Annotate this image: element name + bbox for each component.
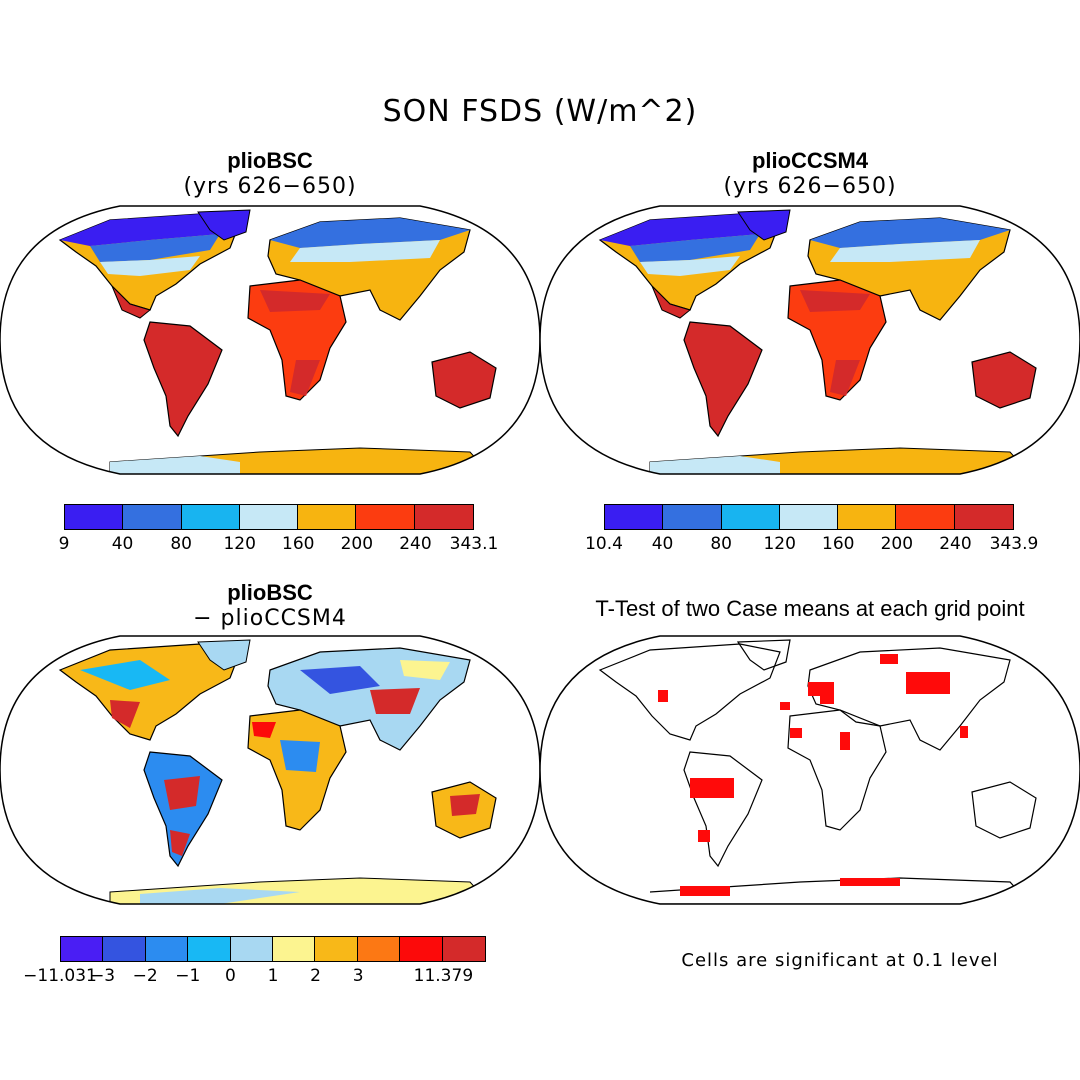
greenland [197, 209, 251, 241]
colorbar-tick-label: 160 [282, 534, 315, 554]
colorbar-tick-label: 2 [310, 966, 322, 986]
map-panel-3 [0, 635, 541, 905]
colorbar-swatch [414, 505, 473, 529]
colorbar-swatch [61, 937, 104, 961]
colorbar-swatch [298, 505, 357, 529]
colorbar-tick-label: −1 [175, 966, 201, 986]
south-america [143, 321, 223, 438]
colorbar-swatch [145, 937, 189, 961]
colorbar-swatch [272, 937, 316, 961]
colorbar-swatch [663, 505, 722, 529]
colorbar-panel-1 [64, 504, 474, 530]
figure-title: SON FSDS (W/m^2) [382, 94, 698, 129]
colorbar-tick-label: 40 [651, 534, 674, 554]
colorbar-swatch [357, 937, 401, 961]
colorbar-swatch [230, 937, 273, 961]
colorbar-swatch [400, 937, 443, 961]
colorbar-tick-label: 40 [111, 534, 134, 554]
significance-note: Cells are significant at 0.1 level [681, 950, 999, 971]
colorbar-tick-label: 200 [340, 534, 374, 554]
colorbar-tick-label: 240 [399, 534, 432, 554]
colorbar-panel-2 [604, 504, 1014, 530]
colorbar-swatch [954, 505, 1013, 529]
colorbar-tick-label: 0 [224, 966, 236, 986]
colorbar-swatch [442, 937, 485, 961]
panel-3-subtitle: − plioCCSM4 [193, 606, 347, 631]
colorbar-panel-3 [60, 936, 486, 962]
colorbar-swatch [779, 505, 839, 529]
map-panel-1 [0, 205, 541, 475]
significant-cells [658, 654, 968, 896]
colorbar-swatch [896, 505, 955, 529]
colorbar-tick-label: 80 [710, 534, 732, 554]
colorbar-swatch [123, 505, 182, 529]
colorbar-tick-label: 343.9 [989, 534, 1039, 554]
colorbar-tick-label: 120 [763, 534, 796, 554]
colorbar-swatch [356, 505, 415, 529]
colorbar-swatch [181, 505, 240, 529]
colorbar-tick-label: −11.031 [23, 966, 97, 986]
panel-2-title: plioCCSM4 [751, 148, 869, 173]
colorbar-tick-label: 80 [170, 534, 192, 554]
colorbar-tick-label: −2 [132, 966, 158, 986]
panel-1-subtitle: (yrs 626−650) [183, 174, 357, 199]
colorbar-tick-label: 200 [880, 534, 914, 554]
colorbar-tick-label: 3 [352, 966, 364, 986]
map-panel-2 [539, 205, 1080, 475]
panel-2-subtitle: (yrs 626−650) [723, 174, 897, 199]
colorbar-swatch [721, 505, 780, 529]
australia [431, 351, 497, 409]
colorbar-swatch [838, 505, 897, 529]
colorbar-swatch [315, 937, 358, 961]
colorbar-tick-label: 343.1 [449, 534, 499, 554]
colorbar-swatch [239, 505, 299, 529]
colorbar-tick-label: 240 [939, 534, 972, 554]
colorbar-tick-label: 120 [223, 534, 256, 554]
colorbar-swatch [65, 505, 124, 529]
colorbar-tick-label: −3 [90, 966, 116, 986]
colorbar-tick-label: 11.379 [413, 966, 474, 986]
colorbar-swatch [605, 505, 664, 529]
panel-3-title: plioBSC [227, 580, 313, 605]
colorbar-tick-label: 10.4 [585, 534, 623, 554]
colorbar-tick-label: 9 [58, 534, 70, 554]
colorbar-tick-label: 1 [267, 966, 279, 986]
panel-4-title: T-Test of two Case means at each grid po… [595, 596, 1025, 621]
colorbar-swatch [103, 937, 146, 961]
colorbar-tick-label: 160 [822, 534, 855, 554]
map-panel-4 [539, 635, 1080, 905]
panel-1-title: plioBSC [227, 148, 313, 173]
colorbar-swatch [188, 937, 231, 961]
